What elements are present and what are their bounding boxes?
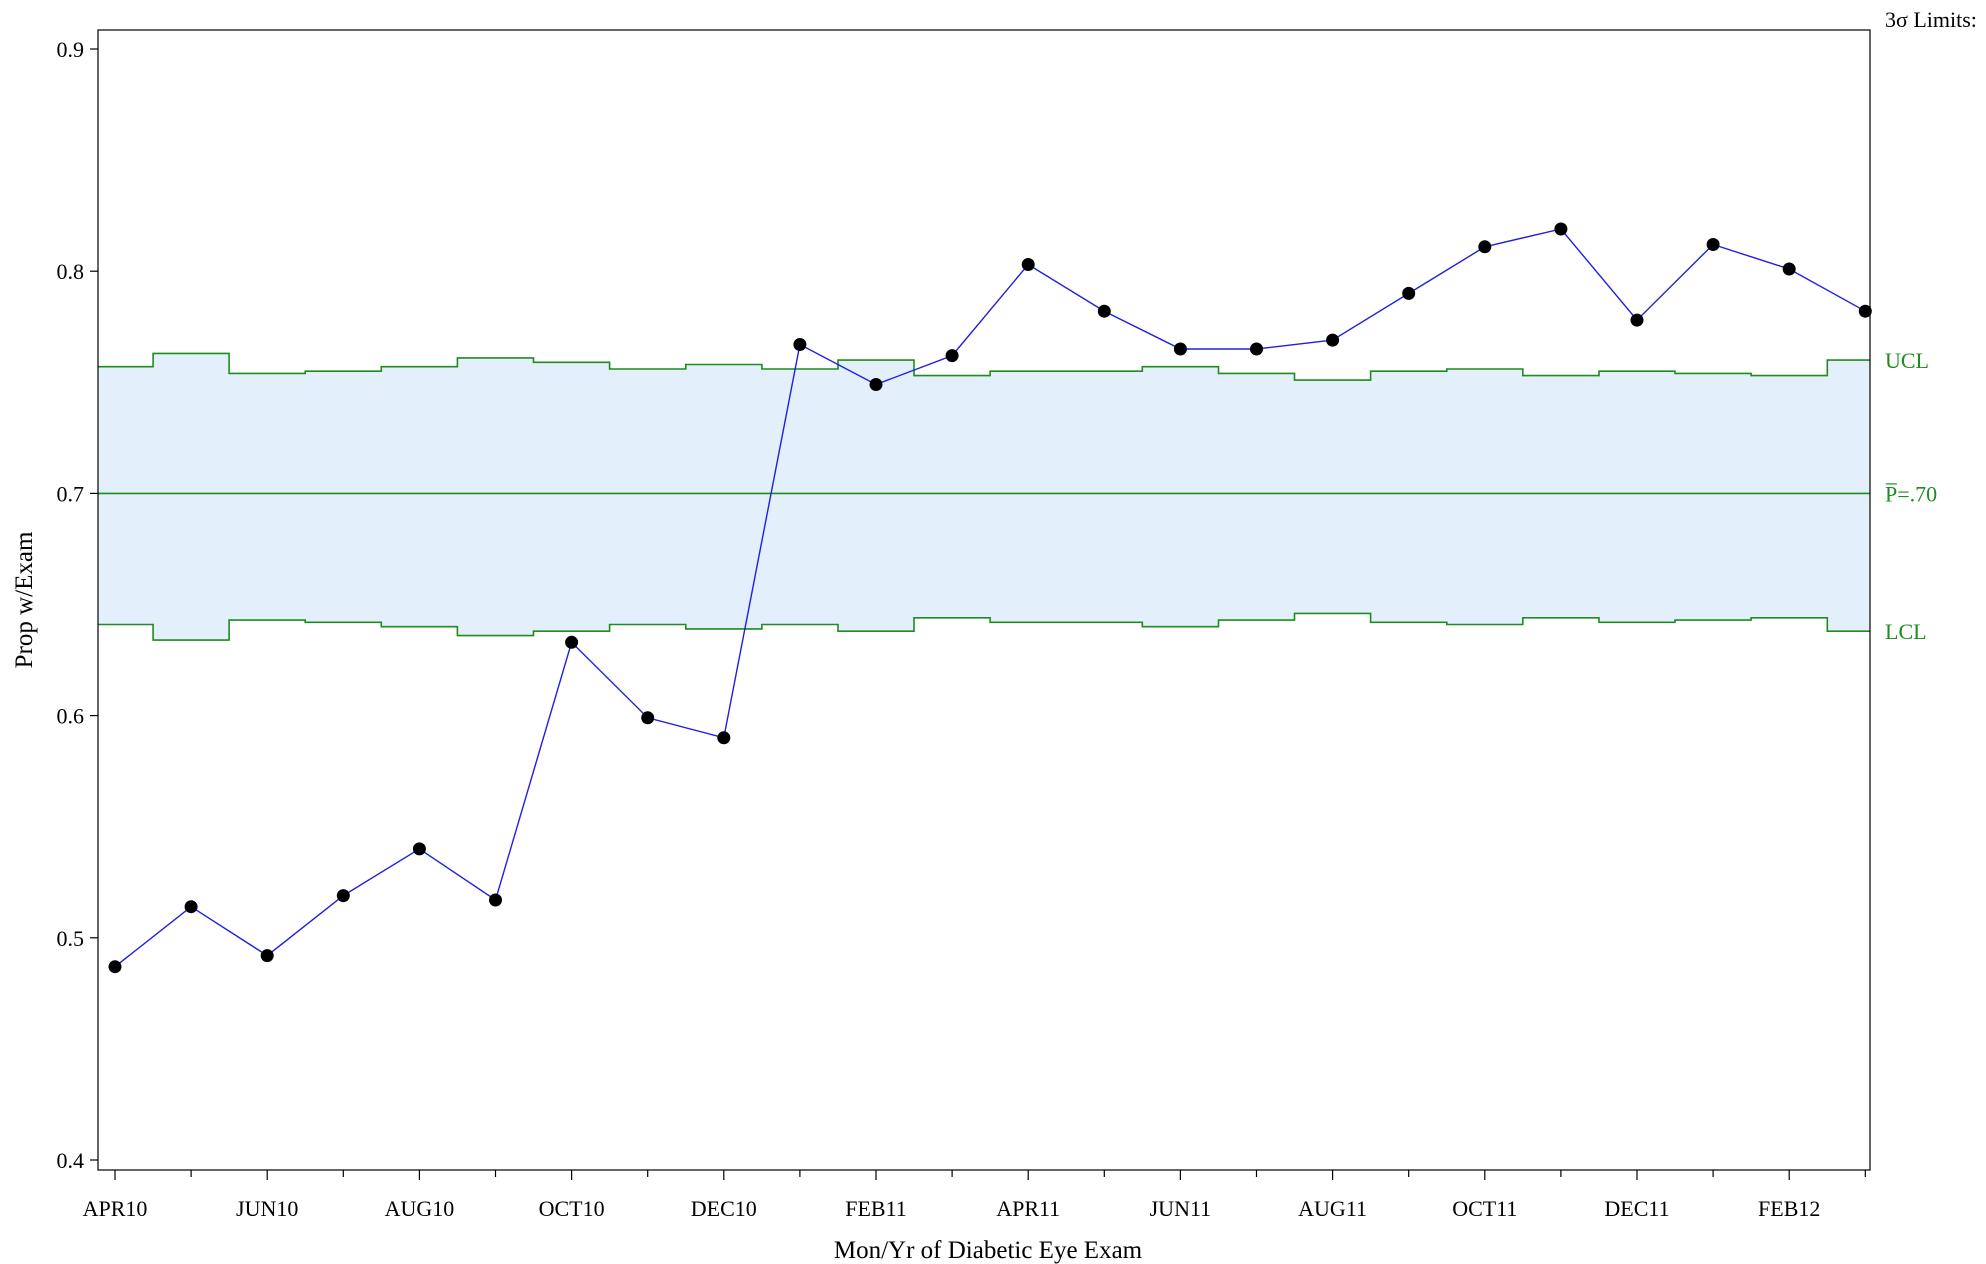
y-tick-label: 0.5 <box>57 926 85 951</box>
x-tick-label: OCT11 <box>1452 1196 1517 1221</box>
data-point <box>184 900 198 914</box>
x-tick-label: AUG10 <box>385 1196 455 1221</box>
limits-heading: 3σ Limits: <box>1885 7 1977 32</box>
data-point <box>489 893 502 907</box>
y-tick-label: 0.9 <box>57 37 85 62</box>
x-tick-label: OCT10 <box>539 1196 605 1221</box>
y-axis-title: Prop w/Exam <box>11 531 38 668</box>
data-point <box>1630 313 1644 327</box>
x-axis: APR10 JUN10 AUG10 OCT10 DEC10 FEB11 APR11 JUN11… <box>83 1170 1866 1221</box>
y-tick-label: 0.6 <box>57 704 85 729</box>
lcl-line <box>98 612 1870 641</box>
control-limits <box>98 352 1870 641</box>
data-point <box>1858 304 1872 318</box>
data-point <box>108 960 122 974</box>
y-tick-label: 0.8 <box>57 259 85 284</box>
lcl-label: LCL <box>1885 619 1927 644</box>
data-point <box>793 338 807 351</box>
data-point <box>565 635 579 649</box>
ucl-line <box>98 352 1870 381</box>
plot-frame <box>97 29 1871 1171</box>
x-axis-title: Mon/Yr of Diabetic Eye Exam <box>834 1237 1143 1264</box>
data-point <box>1782 262 1796 276</box>
y-axis: 0.4 0.5 0.6 0.7 0.8 0.9 <box>57 37 98 1173</box>
control-band <box>98 353 1870 641</box>
x-tick-label: FEB12 <box>1758 1196 1820 1221</box>
x-tick-label: APR11 <box>996 1196 1060 1221</box>
data-point <box>869 378 883 391</box>
data-series <box>108 222 1872 974</box>
control-band-fill <box>98 353 1870 641</box>
center-line-label: P̅=.70 <box>1885 481 1937 506</box>
ucl-label: UCL <box>1885 348 1929 373</box>
x-tick-label: AUG11 <box>1298 1196 1367 1221</box>
x-tick-label: JUN10 <box>236 1196 298 1221</box>
x-tick-label: JUN11 <box>1150 1196 1212 1221</box>
x-tick-label: DEC10 <box>691 1196 757 1221</box>
data-point <box>1478 240 1492 254</box>
series-line <box>114 228 1866 968</box>
y-tick-label: 0.7 <box>57 481 85 506</box>
data-point <box>1706 238 1720 251</box>
data-point <box>1250 342 1263 356</box>
limit-labels: 3σ Limits: UCL P̅=.70 LCL <box>1885 7 1977 644</box>
x-tick-label: DEC11 <box>1604 1196 1669 1221</box>
data-point <box>1402 286 1416 300</box>
y-tick-label: 0.4 <box>57 1148 85 1173</box>
data-point <box>412 842 426 856</box>
data-point <box>1554 222 1568 236</box>
data-point <box>336 889 350 903</box>
data-point <box>1173 342 1187 356</box>
data-point <box>260 949 274 963</box>
data-point <box>717 731 731 745</box>
x-tick-label: APR10 <box>83 1196 148 1221</box>
data-point <box>1097 304 1111 318</box>
data-point <box>945 349 959 363</box>
data-point <box>641 711 655 725</box>
data-point <box>1326 333 1340 347</box>
data-point <box>1021 258 1035 271</box>
x-tick-label: FEB11 <box>845 1196 907 1221</box>
